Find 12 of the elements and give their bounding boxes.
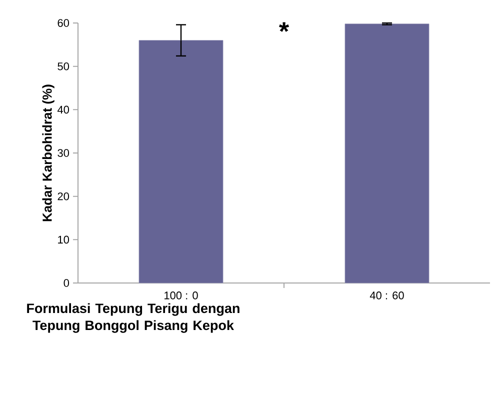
y-tick-label: 50 xyxy=(58,62,70,70)
x-axis-title: Formulasi Tepung Terigu dengan Tepung Bonggol Pisang Kepok xyxy=(27,303,240,333)
y-tick-label: 20 xyxy=(58,192,70,200)
y-axis-title: Kadar Karbohidrat (%) xyxy=(42,84,54,222)
x-tick-label: 100 : 0 xyxy=(164,292,198,300)
y-tick-label: 0 xyxy=(64,279,70,287)
y-tick-label: 10 xyxy=(58,236,70,244)
y-tick-label: 30 xyxy=(58,149,70,157)
x-tick-label: 40 : 60 xyxy=(370,292,404,300)
annotation: * xyxy=(279,22,290,32)
y-tick-label: 60 xyxy=(58,19,70,27)
y-tick-label: 40 xyxy=(57,106,70,114)
